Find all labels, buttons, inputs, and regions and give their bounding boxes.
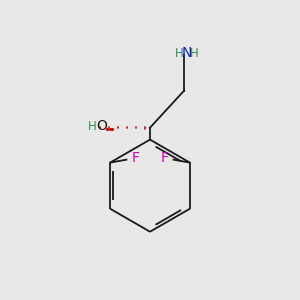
Text: H: H — [190, 47, 199, 60]
Text: H: H — [88, 120, 96, 133]
Text: H: H — [175, 47, 184, 60]
Text: O: O — [96, 119, 107, 133]
Text: F: F — [160, 151, 169, 165]
Text: F: F — [131, 151, 140, 165]
Text: N: N — [182, 46, 192, 60]
